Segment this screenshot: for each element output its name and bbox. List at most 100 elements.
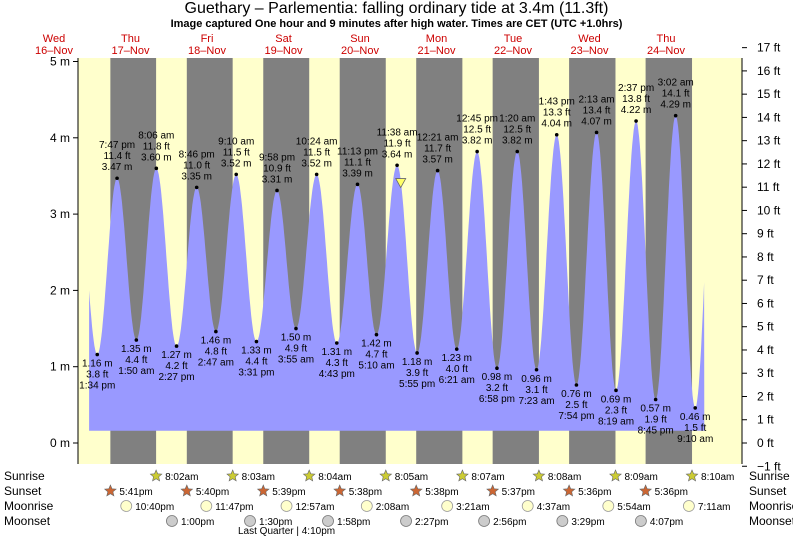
extreme-label-text: 11.0 ft — [183, 160, 210, 171]
moonset-time: 1:00pm — [181, 517, 214, 528]
extreme-point — [214, 329, 218, 334]
day-date-label: 23–Nov — [571, 45, 609, 57]
extreme-label-text: 3.2 ft — [486, 383, 508, 394]
extreme-point — [134, 338, 139, 342]
extreme-label-text: 3.57 m — [422, 155, 453, 166]
y-tick-label-m: 4 m — [50, 131, 70, 145]
extreme-label-text: 0.76 m — [561, 389, 592, 400]
extreme-label-text: 1.50 m — [281, 333, 312, 344]
extreme-label-text: 1.9 ft — [645, 415, 667, 426]
extreme-label-text: 7:47 pm — [99, 140, 135, 151]
extreme-label-text: 13.3 ft — [543, 108, 571, 119]
day-date-label: 22–Nov — [494, 45, 532, 57]
day-date-label: 21–Nov — [418, 45, 456, 57]
day-name-label: Fri — [201, 33, 214, 45]
moonset-icon — [634, 515, 647, 527]
extreme-point — [234, 172, 239, 177]
sunset-star-icon — [256, 484, 270, 497]
row-label-right: Moonrise — [749, 499, 793, 513]
row-label-left: Sunrise — [4, 469, 45, 483]
extreme-label-text: 2:37 pm — [618, 83, 654, 94]
extreme-label-text: 1:50 am — [118, 366, 154, 377]
extreme-label-text: 3:31 pm — [238, 368, 274, 379]
extreme-label-text: 4.07 m — [581, 116, 612, 127]
day-date-label: 24–Nov — [647, 45, 685, 57]
y-tick-label-ft: 6 ft — [757, 296, 774, 310]
sunset-time: 5:36pm — [655, 487, 688, 498]
extreme-label-text: 4.22 m — [621, 105, 652, 116]
sunset-star-icon — [409, 484, 423, 497]
sunrise-star-icon — [685, 469, 699, 482]
moonrise-icon — [200, 500, 213, 512]
extreme-label-text: 2:13 am — [578, 94, 614, 105]
moonset-time: 2:56pm — [493, 517, 526, 528]
tide-area-path — [89, 115, 705, 431]
moon-phase-label: Last Quarter | 4:10pm — [238, 526, 335, 537]
y-tick-label-ft: 14 ft — [757, 110, 781, 124]
extreme-label-text: 1.27 m — [161, 350, 192, 361]
extreme-label-text: 7:54 pm — [558, 411, 594, 422]
sunrise-time: 8:09am — [624, 472, 657, 483]
moonset-time: 2:27pm — [415, 517, 448, 528]
sunset-time: 5:38pm — [425, 487, 458, 498]
y-tick-label-ft: 2 ft — [757, 389, 774, 403]
extreme-label-text: 11.5 ft — [303, 147, 330, 158]
extreme-label-text: 4.7 ft — [365, 350, 387, 361]
chart-subtitle: Image captured One hour and 9 minutes af… — [170, 18, 623, 30]
extreme-label-text: 4.0 ft — [446, 364, 468, 375]
extreme-label-text: 1.46 m — [201, 336, 232, 347]
extreme-label-text: 3:02 am — [658, 78, 694, 89]
day-date-label: 17–Nov — [112, 45, 150, 57]
moonset-icon — [478, 515, 491, 527]
extreme-point — [554, 132, 559, 137]
extreme-point — [174, 344, 179, 348]
y-tick-label-ft: 10 ft — [757, 203, 781, 217]
sunrise-star-icon — [532, 469, 546, 482]
y-tick-label-ft: 17 ft — [757, 41, 781, 55]
sunrise-star-icon — [226, 469, 240, 482]
extreme-point — [314, 172, 319, 177]
extreme-point — [115, 176, 119, 181]
moonrise-time: 11:47pm — [215, 502, 253, 513]
moonrise-time: 2:08am — [376, 502, 409, 513]
extreme-label-text: 1.33 m — [241, 346, 272, 357]
extreme-label-text: 11.5 ft — [223, 147, 250, 158]
extreme-label-text: 1:34 pm — [79, 380, 115, 391]
extreme-label-text: 2:47 am — [198, 358, 234, 369]
extreme-point — [95, 352, 100, 357]
day-date-label: 20–Nov — [341, 45, 379, 57]
tide-area — [89, 115, 705, 431]
extreme-label-text: 0.98 m — [482, 372, 513, 383]
sunrise-time: 8:05am — [395, 472, 428, 483]
extreme-label-text: 4.9 ft — [285, 344, 307, 355]
moonrise-time: 7:11am — [698, 502, 731, 513]
day-name-label: Sun — [350, 33, 370, 45]
moonrise-icon — [360, 500, 373, 512]
y-tick-label-m: 0 m — [50, 436, 70, 450]
extreme-label-text: 9:10 am — [218, 136, 254, 147]
y-tick-label-ft: 16 ft — [757, 64, 781, 78]
extreme-label-text: 3.39 m — [342, 168, 373, 179]
extreme-label-text: 1.42 m — [361, 339, 392, 350]
extreme-label-text: 0.96 m — [521, 374, 552, 385]
extreme-point — [594, 130, 599, 135]
day-name-label: Thu — [121, 33, 140, 45]
extreme-point — [574, 383, 579, 387]
extreme-label-text: 4:43 pm — [319, 369, 355, 380]
moonrise-icon — [521, 500, 534, 512]
extreme-point — [614, 388, 618, 393]
extreme-label-text: 4.8 ft — [205, 347, 227, 358]
y-tick-label-ft: 0 ft — [757, 436, 774, 450]
extreme-point — [355, 182, 360, 187]
sunrise-time: 8:08am — [548, 472, 581, 483]
y-tick-label-ft: 3 ft — [757, 366, 774, 380]
day-headers: Wed16–NovThu17–NovFri18–NovSat19–NovSun2… — [35, 33, 685, 57]
extreme-label-text: 3.64 m — [382, 149, 413, 160]
extreme-point — [534, 367, 539, 372]
extreme-label-text: 8:45 pm — [638, 426, 674, 437]
sunrise-time: 8:04am — [318, 472, 351, 483]
extreme-label-text: 6:21 am — [439, 375, 475, 386]
extreme-point — [415, 351, 419, 355]
extreme-label-text: 9:10 am — [677, 434, 713, 445]
